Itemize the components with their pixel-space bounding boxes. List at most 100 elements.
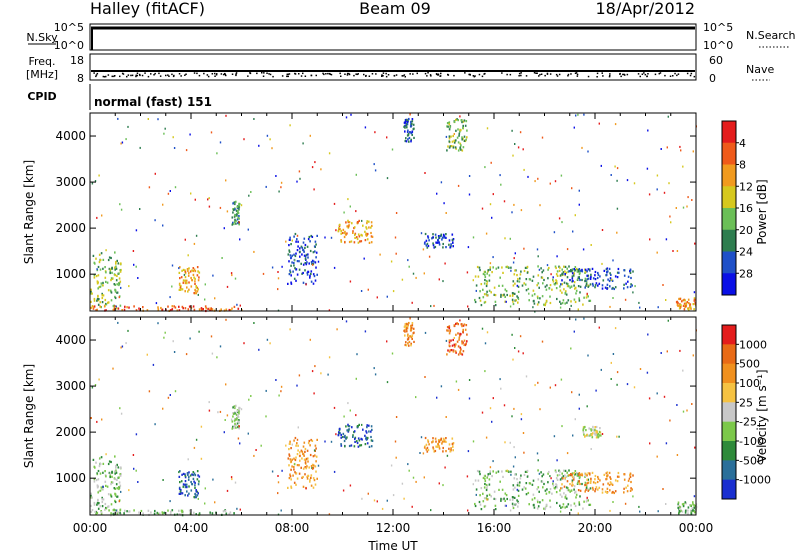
velocity-echo-cell (447, 329, 449, 332)
velocity-echo-cell (536, 499, 539, 502)
velocity-echo-cell (578, 472, 581, 475)
power-echo-cell (178, 305, 180, 308)
power-echo-cell (114, 266, 116, 269)
power-echo-cell (548, 266, 550, 270)
velocity-echo-cell (306, 477, 309, 480)
velocity-echo-cell (324, 440, 326, 443)
freq-panel (89, 53, 697, 81)
velocity-echo-cell (224, 509, 227, 512)
velocity-echo-cell (592, 428, 594, 431)
velocity-echo-cell (127, 329, 129, 332)
power-echo-cell (316, 234, 318, 237)
velocity-echo-cell (594, 488, 597, 491)
power-echo-cell (288, 249, 290, 252)
velocity-echo-cell (578, 503, 581, 506)
velocity-echo-cell (616, 480, 619, 483)
velocity-echo-cell (573, 502, 576, 505)
power-echo-cell (435, 241, 437, 244)
power-echo-cell (184, 270, 187, 273)
velocity-echo-cell (167, 509, 169, 512)
velocity-echo-cell (293, 465, 295, 469)
velocity-echo-cell (493, 497, 496, 500)
velocity-echo-cell (184, 473, 186, 476)
velocity-echo-cell (590, 477, 592, 480)
power-echo-cell (179, 266, 181, 269)
velocity-echo-cell (182, 511, 184, 514)
velocity-echo-cell (181, 473, 183, 476)
power-echo-cell (116, 274, 118, 277)
nave-dot (403, 74, 406, 76)
power-echo-cell (629, 285, 632, 288)
power-echo-cell (233, 305, 236, 308)
velocity-echo-cell (90, 492, 92, 495)
power-echo-cell (458, 134, 460, 137)
power-echo-cell (115, 267, 118, 270)
velocity-echo-cell (591, 486, 594, 489)
velocity-echo-cell (443, 438, 445, 441)
power-echo-cell (456, 136, 459, 139)
velocity-echo-cell (595, 486, 598, 489)
power-echo-cell (197, 288, 199, 291)
power-echo-cell (544, 285, 547, 288)
velocity-echo-cell (431, 441, 433, 444)
velocity-echo-cell (124, 509, 126, 512)
power-echo-cell (403, 125, 405, 128)
velocity-echo-cell (562, 503, 565, 506)
velocity-echo-cell (583, 426, 586, 429)
power-echo-cell (512, 280, 515, 283)
velocity-echo-cell (298, 464, 300, 467)
power-echo-cell (225, 179, 227, 182)
power-echo-cell (164, 127, 166, 130)
power-echo-cell (492, 256, 494, 259)
power-echo-cell (544, 302, 547, 305)
power-echo-cell (370, 241, 373, 244)
velocity-echo-cell (584, 484, 586, 487)
power-echo-cell (542, 269, 545, 272)
velocity-echo-cell (234, 412, 236, 415)
velocity-echo-cell (99, 457, 101, 460)
velocity-echo-cell (297, 426, 299, 429)
velocity-echo-cell (583, 433, 585, 436)
power-echo-cell (442, 246, 444, 249)
velocity-echo-cell (609, 509, 611, 512)
velocity-echo-cell (308, 439, 311, 443)
velocity-echo-cell (161, 511, 164, 514)
velocity-echo-cell (598, 486, 601, 489)
power-echo-cell (104, 298, 107, 302)
velocity-echo-cell (474, 502, 476, 506)
velocity-echo-cell (451, 442, 454, 445)
velocity-echo-cell (345, 425, 347, 428)
power-echo-cell (305, 253, 308, 256)
velocity-echo-cell (438, 482, 440, 485)
velocity-echo-cell (395, 416, 398, 418)
power-echo-cell (190, 276, 192, 280)
velocity-echo-cell (590, 433, 593, 436)
power-echo-cell (597, 284, 599, 287)
power-echo-cell (629, 268, 632, 271)
velocity-echo-cell (608, 471, 611, 474)
cpid-label: CPID (27, 90, 56, 103)
velocity-panel (89, 316, 697, 516)
velocity-echo-cell (296, 442, 298, 445)
velocity-echo-cell (328, 356, 331, 359)
power-echo-cell (116, 291, 119, 294)
velocity-echo-cell (210, 335, 213, 338)
power-echo-cell (194, 282, 196, 285)
velocity-echo-cell (574, 491, 576, 494)
velocity-echo-cell (233, 512, 235, 515)
nave-dot (506, 73, 508, 76)
velocity-echo-cell (347, 402, 349, 405)
nave-dot (339, 72, 341, 75)
velocity-echo-cell (104, 470, 106, 473)
velocity-echo-cell (586, 405, 588, 408)
velocity-echo-cell (370, 430, 372, 433)
velocity-echo-cell (578, 480, 580, 483)
velocity-echo-cell (415, 396, 417, 399)
power-echo-cell (441, 238, 443, 241)
power-echo-cell (138, 307, 140, 310)
power-echo-cell (571, 269, 573, 272)
power-echo-cell (494, 304, 497, 307)
power-echo-cell (191, 269, 193, 272)
power-echo-cell (365, 226, 367, 229)
power-echo-cell (624, 298, 627, 301)
